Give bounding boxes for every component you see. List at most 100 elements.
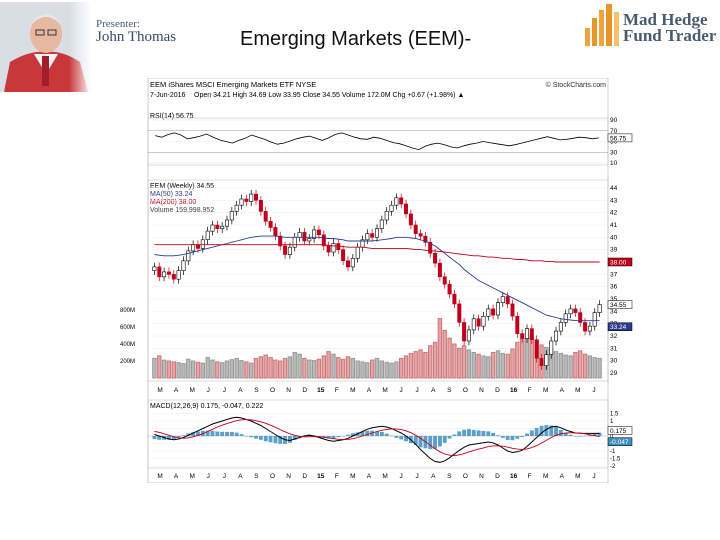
macd-x-tick-9: D	[302, 473, 307, 480]
macd-histogram-bar-70	[491, 432, 496, 436]
price-tick-8: 36	[610, 284, 618, 291]
candle-body-79	[534, 339, 539, 359]
volume-bar-0	[152, 357, 157, 379]
macd-histogram-bar-63	[457, 431, 462, 436]
macd-histogram-bar-71	[496, 435, 500, 437]
chart-date: 7-Jun-2016	[150, 92, 186, 99]
price-tick-13: 31	[610, 345, 618, 352]
macd-histogram-bar-73	[505, 436, 510, 440]
candle-body-22	[258, 200, 263, 212]
candle-body-66	[471, 318, 476, 331]
macd-histogram-bar-54	[413, 436, 418, 445]
candle-body-34	[316, 229, 321, 236]
macd-histogram-bar-44	[365, 430, 370, 437]
macd-x-tick-1: A	[174, 473, 179, 480]
candle-body-59	[437, 262, 442, 278]
macd-histogram-bar-80	[539, 425, 544, 436]
candle-body-67	[476, 318, 481, 327]
candle-body-83	[553, 330, 558, 342]
macd-histogram-bar-23	[263, 436, 268, 442]
volume-bar-90	[587, 355, 593, 379]
macd-x-tick-27: J	[592, 473, 595, 480]
candle-body-62	[452, 293, 457, 305]
candle-body-50	[394, 197, 399, 206]
macd-histogram-bar-26	[278, 436, 283, 444]
candle-body-90	[587, 325, 592, 332]
macd-histogram-bar-39	[341, 436, 346, 437]
signal-value-tag: -0.047	[610, 439, 629, 446]
macd-line	[154, 416, 600, 463]
volume-bar-63	[457, 347, 462, 379]
volume-bar-28	[287, 356, 293, 379]
candle-body-3	[166, 271, 171, 275]
macd-x-tick-22: 16	[510, 473, 518, 480]
volume-tick-3: 200M	[120, 359, 135, 365]
macd-histogram-bar-57	[428, 436, 433, 450]
candle-body-39	[341, 249, 346, 262]
candle-body-17	[234, 204, 239, 212]
candle-body-27	[283, 245, 288, 255]
macd-tick-7: -2	[610, 464, 616, 470]
volume-bar-17	[234, 357, 239, 379]
volume-bar-53	[408, 352, 414, 379]
x-tick-11: F	[335, 387, 339, 394]
volume-bar-57	[428, 345, 433, 379]
x-tick-24: M	[543, 387, 548, 394]
x-tick-7: O	[270, 387, 275, 394]
macd-histogram-bar-74	[510, 436, 515, 441]
rsi-line	[155, 132, 599, 151]
volume-bar-13	[215, 361, 220, 379]
macd-tick-3: 0	[610, 434, 614, 440]
candle-body-82	[549, 340, 554, 355]
candle-body-41	[350, 258, 355, 268]
x-tick-9: D	[302, 387, 307, 394]
candle-body-23	[263, 211, 268, 222]
candle-body-0	[152, 266, 157, 271]
macd-histogram-bar-60	[442, 436, 447, 443]
macd-histogram-bar-36	[326, 436, 331, 439]
macd-histogram-bar-1	[157, 436, 162, 440]
candle-body-38	[336, 243, 341, 250]
slide-title: Emerging Markets (EEM)-	[240, 28, 472, 50]
volume-bar-87	[573, 352, 578, 379]
price-tick-12: 32	[610, 333, 618, 340]
x-tick-8: N	[286, 387, 291, 394]
volume-bar-60	[442, 329, 447, 379]
volume-bar-23	[263, 354, 268, 379]
volume-bar-24	[268, 357, 273, 379]
presenter-label: Presenter:	[96, 18, 140, 30]
volume-tick-1: 600M	[120, 325, 135, 331]
macd-x-tick-17: A	[431, 473, 436, 480]
macd-x-tick-2: M	[189, 473, 194, 480]
candle-body-51	[399, 197, 404, 205]
candle-body-57	[428, 241, 433, 254]
macd-histogram-bar-40	[346, 434, 350, 436]
candle-body-72	[500, 296, 505, 303]
mad-hedge-logo-icon	[585, 4, 619, 46]
volume-bar-32	[307, 359, 312, 379]
volume-bar-6	[181, 363, 186, 379]
candle-body-60	[442, 276, 447, 285]
macd-histogram-bar-88	[578, 436, 583, 437]
volume-bar-38	[336, 357, 341, 379]
volume-bar-44	[365, 362, 370, 379]
volume-bar-35	[321, 355, 327, 379]
volume-bar-76	[520, 338, 525, 379]
macd-x-tick-16: J	[416, 473, 419, 480]
macd-x-tick-26: M	[575, 473, 580, 480]
rsi-tick-1: 70	[610, 128, 618, 135]
signal-line	[154, 419, 600, 456]
x-tick-0: M	[157, 387, 162, 394]
volume-bar-10	[200, 362, 205, 379]
macd-x-tick-7: O	[270, 473, 275, 480]
candle-body-36	[326, 245, 331, 253]
x-tick-18: S	[447, 387, 452, 394]
macd-histogram-bar-61	[447, 436, 452, 439]
macd-histogram-bar-58	[433, 436, 437, 449]
macd-histogram-bar-41	[350, 433, 355, 436]
macd-histogram-bar-83	[554, 427, 558, 436]
macd-histogram-bar-17	[234, 432, 239, 436]
macd-histogram-bar-84	[558, 430, 563, 436]
volume-bar-26	[278, 360, 283, 379]
macd-histogram-bar-9	[196, 431, 200, 436]
